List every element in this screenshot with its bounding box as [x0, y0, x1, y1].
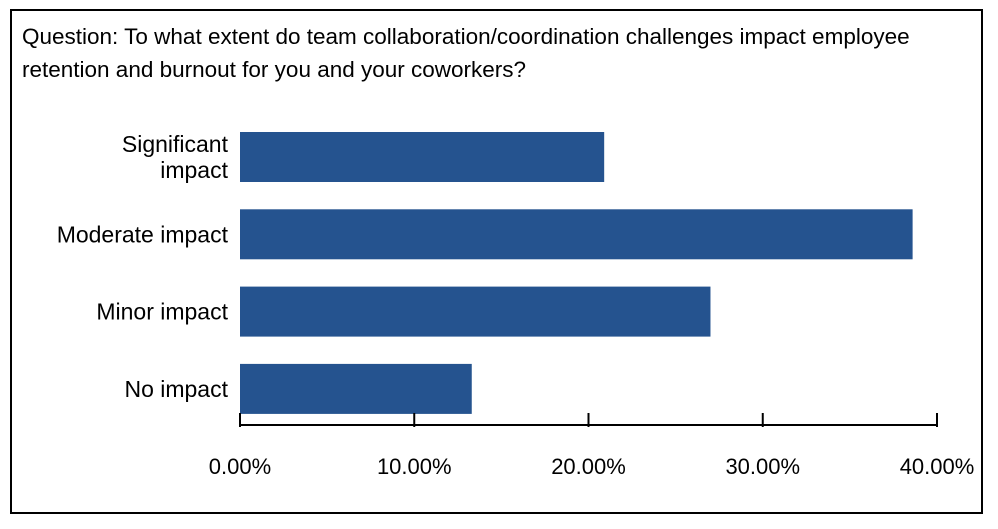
category-label-2: Minor impact [96, 299, 228, 325]
bar-2 [240, 286, 711, 337]
category-label-3: No impact [124, 376, 228, 402]
x-tick-label-4: 40.00% [900, 454, 975, 479]
bar-1 [240, 209, 913, 260]
bar-3 [240, 363, 472, 414]
category-label-0: Significant impact [122, 131, 229, 183]
x-tick-label-3: 30.00% [725, 454, 800, 479]
x-tick-label-0: 0.00% [209, 454, 271, 479]
bar-0 [240, 132, 605, 182]
x-tick-label-1: 10.00% [377, 454, 452, 479]
chart-frame [10, 9, 983, 514]
question-text: Question: To what extent do team collabo… [22, 24, 910, 82]
category-label-1: Moderate impact [57, 221, 229, 247]
x-tick-label-2: 20.00% [551, 454, 626, 479]
